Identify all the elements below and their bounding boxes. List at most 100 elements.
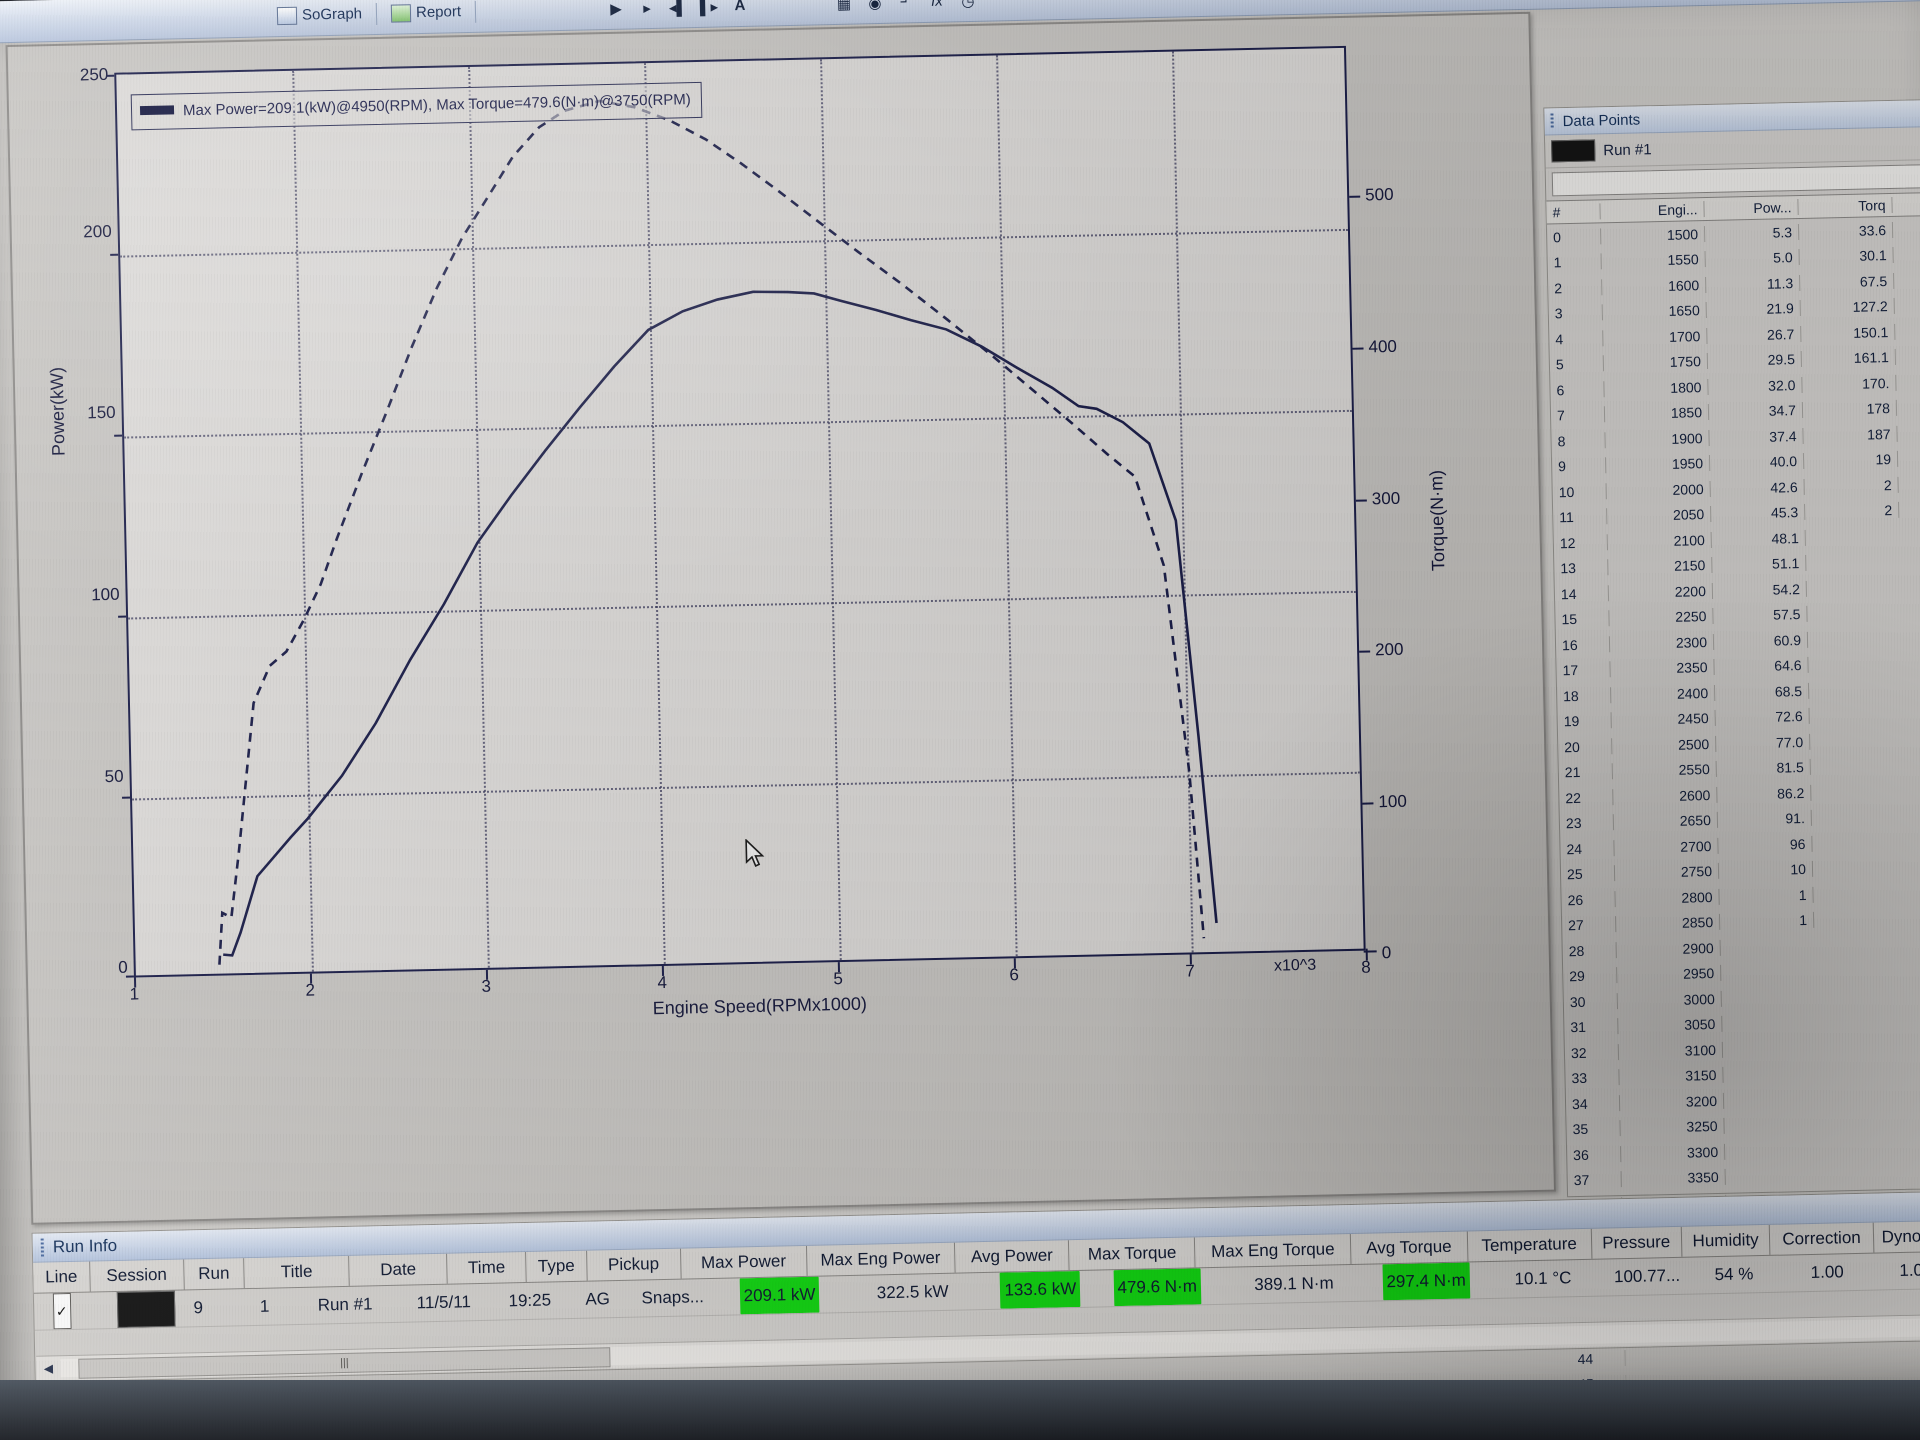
- row-checkbox[interactable]: ✓: [52, 1292, 72, 1330]
- play-icon[interactable]: ▶: [610, 0, 622, 18]
- col-torque[interactable]: Torq: [1798, 196, 1893, 216]
- data-point-cell: [1814, 943, 1909, 946]
- data-point-cell: 2700: [1614, 837, 1719, 856]
- data-point-cell: 36: [1567, 1145, 1622, 1164]
- data-point-cell: 44: [1571, 1349, 1626, 1367]
- data-point-cell: [1824, 1376, 1919, 1379]
- column-header[interactable]: DynoCF: [1873, 1220, 1920, 1253]
- data-point-cell: [1816, 1045, 1911, 1048]
- drag-grip-icon[interactable]: [1550, 113, 1554, 130]
- x-axis-exponent: x10^3: [1273, 956, 1317, 975]
- column-header[interactable]: Pressure: [1591, 1226, 1683, 1259]
- data-point-cell: 77.0: [1716, 733, 1811, 752]
- data-point-cell: 2650: [1613, 812, 1719, 831]
- data-point-cell: 5.3: [1704, 223, 1800, 242]
- col-power[interactable]: Pow...: [1704, 199, 1799, 218]
- column-header[interactable]: Max Power: [680, 1245, 808, 1279]
- data-point-cell: [1812, 841, 1907, 844]
- data-points-dropdown[interactable]: ▼: [1551, 163, 1920, 197]
- palette-icon[interactable]: ◉: [868, 0, 882, 12]
- column-header[interactable]: Session: [89, 1259, 185, 1292]
- scroll-left-icon[interactable]: ◀: [43, 1361, 54, 1376]
- column-header[interactable]: Temperature: [1467, 1228, 1592, 1262]
- run-label: Run #1: [1603, 140, 1652, 159]
- y-tick-250: 250: [79, 64, 109, 85]
- data-point-cell: 1750: [1603, 353, 1709, 372]
- data-point-cell: 11.3: [1706, 274, 1801, 293]
- scroll-thumb[interactable]: |||: [78, 1347, 611, 1379]
- run-info-title: Run Info: [52, 1235, 118, 1257]
- monitor-bezel-bottom: [0, 1380, 1920, 1440]
- data-point-cell: 19: [1557, 712, 1612, 730]
- data-point-cell: 64.6: [1714, 657, 1809, 676]
- column-header[interactable]: Avg Power: [954, 1240, 1071, 1273]
- data-point-cell: 37: [1567, 1171, 1622, 1189]
- grid-icon[interactable]: ▦: [836, 0, 852, 13]
- legend-text: Max Power=209.1(kW)@4950(RPM), Max Torqu…: [182, 91, 691, 120]
- y2-tick-500: 500: [1364, 184, 1394, 205]
- table-cell-max-power: 209.1 kW: [718, 1276, 841, 1315]
- column-header[interactable]: Max Eng Torque: [1195, 1234, 1352, 1268]
- step-icon[interactable]: ┘: [900, 0, 912, 11]
- data-point-cell: 22: [1559, 788, 1614, 807]
- y2-tick-400: 400: [1368, 336, 1398, 357]
- table-cell-time: 19:25: [491, 1282, 569, 1320]
- tab-sograph[interactable]: SoGraph: [269, 3, 371, 27]
- data-point-cell: 48.1: [1711, 529, 1806, 548]
- table-cell-dynocf: 1.00: [1877, 1252, 1920, 1290]
- data-point-cell: 2550: [1612, 761, 1717, 780]
- data-points-title: Data Points: [1562, 110, 1641, 130]
- data-point-cell: 67.5: [1800, 272, 1895, 291]
- prev-icon[interactable]: ◂▌: [668, 0, 688, 17]
- data-point-cell: 60.9: [1713, 631, 1809, 650]
- data-point-cell: 3050: [1618, 1016, 1723, 1035]
- table-cell-humidity: 54 %: [1691, 1256, 1778, 1294]
- data-point-cell: [1721, 996, 1816, 999]
- data-point-cell: [1721, 971, 1816, 974]
- column-header[interactable]: Run: [183, 1258, 245, 1290]
- column-header[interactable]: Avg Torque: [1350, 1231, 1469, 1265]
- data-point-cell: 127.2: [1800, 298, 1895, 317]
- spray-icon[interactable]: ◷: [961, 0, 975, 10]
- end-icon[interactable]: ▌▸: [699, 0, 719, 16]
- data-point-cell: 33.6: [1798, 221, 1894, 240]
- data-point-cell: 57.5: [1713, 606, 1808, 625]
- data-point-cell: [1819, 1147, 1914, 1150]
- table-cell-line-checked[interactable]: ✓: [34, 1292, 90, 1330]
- data-point-cell: [1720, 945, 1815, 948]
- column-header[interactable]: Correction: [1770, 1222, 1875, 1255]
- data-point-cell: 1500: [1600, 225, 1706, 245]
- fx-icon[interactable]: fx: [930, 0, 943, 10]
- column-header[interactable]: Max Eng Power: [806, 1242, 956, 1276]
- plot-canvas[interactable]: Max Power=209.1(kW)@4950(RPM), Max Torqu…: [114, 45, 1366, 978]
- column-header[interactable]: Type: [526, 1250, 588, 1283]
- data-point-cell: 1850: [1604, 404, 1710, 423]
- data-point-cell: 2850: [1615, 914, 1721, 933]
- data-point-cell: 3350: [1621, 1169, 1726, 1188]
- column-header[interactable]: Humidity: [1681, 1224, 1771, 1257]
- column-header[interactable]: Line: [33, 1261, 91, 1293]
- column-header[interactable]: Time: [447, 1252, 527, 1284]
- column-header[interactable]: Title: [244, 1255, 351, 1289]
- run-info-drag-grip-icon[interactable]: [40, 1238, 45, 1257]
- column-header[interactable]: Date: [349, 1253, 448, 1286]
- font-icon[interactable]: A: [734, 0, 746, 15]
- tab-sograph-label: SoGraph: [301, 5, 363, 24]
- tab-report[interactable]: Report: [383, 0, 469, 24]
- table-cell-pickup: Snaps...: [627, 1279, 719, 1317]
- next-icon[interactable]: ▸: [643, 0, 651, 17]
- column-header[interactable]: Max Torque: [1069, 1237, 1196, 1271]
- table-cell-temperature: 10.1 °C: [1482, 1260, 1603, 1299]
- data-point-cell: 4: [1549, 330, 1604, 348]
- data-point-cell: [1625, 1355, 1730, 1358]
- data-point-cell: 2350: [1610, 659, 1715, 678]
- line-color-swatch[interactable]: [117, 1290, 176, 1328]
- column-header[interactable]: Pickup: [586, 1248, 682, 1281]
- col-engine[interactable]: Engi...: [1600, 201, 1705, 220]
- report-icon: [390, 3, 412, 23]
- data-point-cell: 42.6: [1710, 478, 1805, 497]
- status-badge: 209.1 kW: [739, 1276, 820, 1315]
- data-point-cell: 2950: [1617, 965, 1722, 984]
- x-axis-title: Engine Speed(RPMx1000): [652, 993, 868, 1019]
